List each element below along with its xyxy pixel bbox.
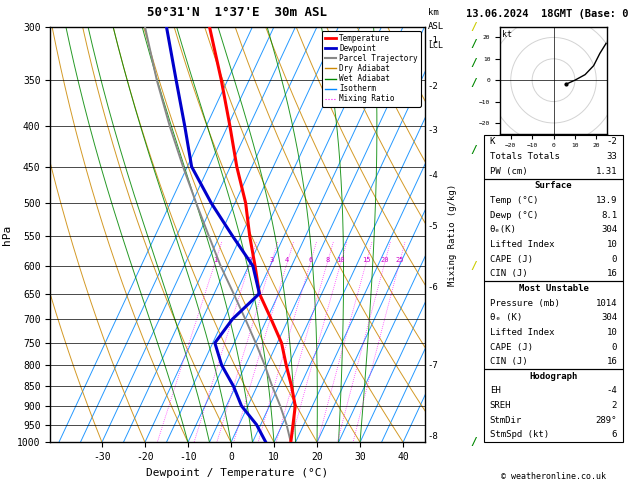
Text: StmSpd (kt): StmSpd (kt)	[490, 431, 549, 439]
Text: 16: 16	[606, 269, 617, 278]
Text: -2: -2	[428, 83, 438, 91]
Text: km: km	[428, 8, 438, 17]
Text: /: /	[470, 78, 477, 88]
Text: -2: -2	[606, 138, 617, 146]
Text: 304: 304	[601, 226, 617, 234]
Text: CIN (J): CIN (J)	[490, 357, 528, 366]
Text: θₑ (K): θₑ (K)	[490, 313, 522, 322]
Text: 0: 0	[612, 255, 617, 263]
Text: Hodograph: Hodograph	[530, 372, 577, 381]
Text: 6: 6	[612, 431, 617, 439]
Text: 50°31'N  1°37'E  30m ASL: 50°31'N 1°37'E 30m ASL	[147, 6, 328, 19]
Text: 33: 33	[606, 152, 617, 161]
Text: 6: 6	[308, 257, 313, 263]
Text: 10: 10	[606, 328, 617, 337]
Text: ASL: ASL	[428, 22, 444, 31]
Text: Mixing Ratio (g/kg): Mixing Ratio (g/kg)	[448, 183, 457, 286]
Text: -5: -5	[428, 222, 438, 231]
Text: -8: -8	[428, 432, 438, 441]
Text: /: /	[470, 39, 477, 50]
Text: StmDir: StmDir	[490, 416, 522, 425]
Text: CAPE (J): CAPE (J)	[490, 343, 533, 351]
Text: /: /	[470, 58, 477, 68]
Text: 1.31: 1.31	[596, 167, 617, 176]
Text: Dewp (°C): Dewp (°C)	[490, 211, 538, 220]
Text: /: /	[470, 22, 477, 32]
Text: SREH: SREH	[490, 401, 511, 410]
Text: Lifted Index: Lifted Index	[490, 328, 554, 337]
Text: 1: 1	[213, 257, 217, 263]
Text: Most Unstable: Most Unstable	[518, 284, 589, 293]
Text: Pressure (mb): Pressure (mb)	[490, 298, 560, 308]
Text: -6: -6	[428, 283, 438, 292]
Legend: Temperature, Dewpoint, Parcel Trajectory, Dry Adiabat, Wet Adiabat, Isotherm, Mi: Temperature, Dewpoint, Parcel Trajectory…	[321, 31, 421, 106]
Text: 4: 4	[285, 257, 289, 263]
Text: K: K	[490, 138, 495, 146]
Text: /: /	[470, 437, 477, 447]
Text: 10: 10	[337, 257, 345, 263]
Text: -3: -3	[428, 126, 438, 135]
Text: kt: kt	[502, 30, 512, 39]
Text: 304: 304	[601, 313, 617, 322]
Text: -7: -7	[428, 361, 438, 370]
Text: -4: -4	[428, 171, 438, 180]
Text: 25: 25	[395, 257, 404, 263]
Text: 15: 15	[362, 257, 370, 263]
Text: EH: EH	[490, 386, 501, 396]
Text: Surface: Surface	[535, 181, 572, 191]
Text: 1014: 1014	[596, 298, 617, 308]
Text: 16: 16	[606, 357, 617, 366]
Text: -1: -1	[428, 36, 438, 45]
Text: © weatheronline.co.uk: © weatheronline.co.uk	[501, 472, 606, 481]
Text: Lifted Index: Lifted Index	[490, 240, 554, 249]
Text: 8: 8	[325, 257, 330, 263]
Text: LCL: LCL	[428, 41, 443, 50]
Text: -4: -4	[606, 386, 617, 396]
Text: θₑ(K): θₑ(K)	[490, 226, 517, 234]
Text: Totals Totals: Totals Totals	[490, 152, 560, 161]
Text: 289°: 289°	[596, 416, 617, 425]
Text: 10: 10	[606, 240, 617, 249]
Text: 8.1: 8.1	[601, 211, 617, 220]
Text: 2: 2	[612, 401, 617, 410]
Text: CIN (J): CIN (J)	[490, 269, 528, 278]
Text: PW (cm): PW (cm)	[490, 167, 528, 176]
Text: 3: 3	[269, 257, 274, 263]
Text: 0: 0	[612, 343, 617, 351]
Text: CAPE (J): CAPE (J)	[490, 255, 533, 263]
Text: 20: 20	[381, 257, 389, 263]
Text: Temp (°C): Temp (°C)	[490, 196, 538, 205]
Text: 13.9: 13.9	[596, 196, 617, 205]
Text: /: /	[470, 261, 477, 271]
Text: /: /	[470, 145, 477, 155]
Text: 2: 2	[248, 257, 252, 263]
Text: 13.06.2024  18GMT (Base: 06): 13.06.2024 18GMT (Base: 06)	[466, 9, 629, 19]
X-axis label: Dewpoint / Temperature (°C): Dewpoint / Temperature (°C)	[147, 468, 328, 478]
Y-axis label: hPa: hPa	[1, 225, 11, 244]
